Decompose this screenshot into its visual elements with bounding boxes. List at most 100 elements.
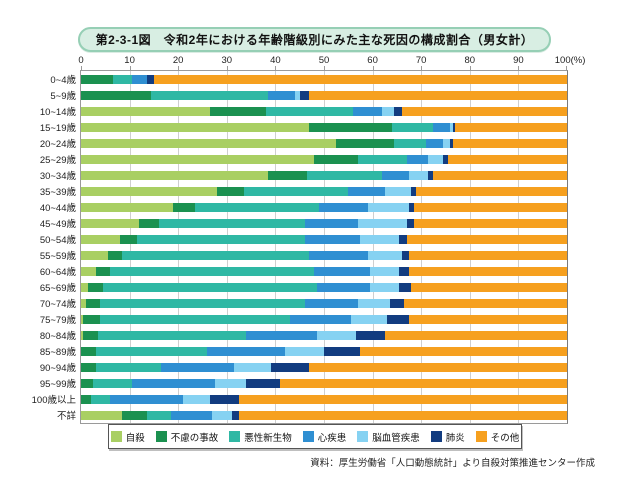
- axis-tick: [566, 66, 567, 71]
- x-tick-label: 10: [124, 55, 135, 66]
- bar-segment: [90, 394, 111, 404]
- x-tick-label: 70: [415, 55, 427, 66]
- bar-segment: [195, 202, 320, 212]
- axis-tick: [518, 66, 520, 71]
- gridline: [469, 71, 471, 423]
- x-tick-label: 50: [318, 55, 330, 66]
- bar-segment: [455, 122, 567, 132]
- x-tick-label: 100(%): [554, 55, 586, 66]
- bar-row: [81, 186, 567, 196]
- legend: 自殺 不慮の事故 悪性新生物 心疾患 脳血管疾患 肺炎 その他: [108, 424, 522, 449]
- bar-segment: [409, 170, 429, 180]
- axis-tick: [129, 66, 131, 71]
- bar-segment: [158, 218, 305, 228]
- row-label: 95~99歳: [39, 379, 76, 390]
- bar-segment: [299, 90, 310, 100]
- row-label: 不詳: [56, 411, 76, 422]
- bar-row: [81, 298, 567, 308]
- x-tick-label: 80: [464, 55, 476, 66]
- legend-swatch-icon: [110, 431, 122, 442]
- bar-segment: [268, 90, 295, 100]
- bar-segment: [132, 74, 147, 84]
- bar-segment: [246, 330, 317, 340]
- bar-segment: [81, 378, 94, 388]
- row-label: 85~89歳: [39, 347, 76, 358]
- bar-segment: [314, 154, 358, 164]
- bar-segment: [207, 346, 286, 356]
- bar-segment: [355, 330, 385, 340]
- bar-segment: [413, 202, 567, 212]
- legend-label: 心疾患: [317, 432, 347, 444]
- bar-row: [81, 362, 567, 372]
- legend-item: 不慮の事故: [155, 430, 218, 444]
- bar-segment: [285, 346, 324, 356]
- axis-tick: [178, 66, 180, 71]
- bar-segment: [401, 106, 567, 116]
- gridline: [129, 71, 131, 423]
- bar-segment: [358, 154, 407, 164]
- bar-segment: [132, 378, 215, 388]
- bar-segment: [81, 282, 89, 292]
- bar-segment: [146, 74, 154, 84]
- bar-segment: [81, 362, 96, 372]
- legend-item: 自殺: [110, 430, 145, 444]
- row-label: 45~49歳: [39, 219, 76, 230]
- bar-segment: [360, 234, 400, 244]
- gridline: [178, 71, 180, 423]
- bar-segment: [81, 186, 218, 196]
- bar-segment: [452, 138, 567, 148]
- bar-segment: [411, 282, 567, 292]
- bar-segment: [107, 250, 123, 260]
- bar-segment: [450, 122, 453, 132]
- bar-segment: [146, 410, 171, 420]
- bar-row: [81, 282, 567, 292]
- bar-segment: [399, 282, 412, 292]
- bar-segment: [280, 378, 567, 388]
- bar-segment: [316, 282, 371, 292]
- bar-segment: [214, 378, 247, 388]
- plot-area: [80, 66, 568, 424]
- legend-swatch-icon: [155, 431, 167, 442]
- legend-label: 脳血管疾患: [372, 432, 420, 444]
- bar-segment: [319, 202, 368, 212]
- bar-segment: [161, 362, 235, 372]
- bar-segment: [110, 266, 315, 276]
- bar-segment: [289, 314, 351, 324]
- bar-segment: [151, 90, 269, 100]
- bar-row: [81, 394, 567, 404]
- bar-segment: [409, 314, 567, 324]
- bar-segment: [81, 218, 140, 228]
- bar-segment: [81, 250, 108, 260]
- bar-segment: [81, 202, 174, 212]
- bar-segment: [367, 202, 409, 212]
- bar-segment: [112, 74, 133, 84]
- bar-segment: [83, 330, 98, 340]
- bar-segment: [81, 410, 123, 420]
- bar-segment: [416, 186, 567, 196]
- row-label: 0~4歳: [50, 75, 76, 86]
- row-label: 50~54歳: [39, 235, 76, 246]
- row-label: 65~69歳: [39, 283, 76, 294]
- bar-row: [81, 202, 567, 212]
- legend-label: その他: [490, 432, 520, 444]
- bar-segment: [100, 314, 290, 324]
- bar-segment: [81, 122, 310, 132]
- bar-row: [81, 74, 567, 84]
- bar-segment: [153, 74, 567, 84]
- bar-segment: [399, 234, 407, 244]
- bar-row: [81, 170, 567, 180]
- bar-segment: [384, 330, 567, 340]
- bar-row: [81, 122, 567, 132]
- bar-segment: [102, 282, 317, 292]
- bar-segment: [360, 346, 567, 356]
- bar-segment: [426, 138, 444, 148]
- bar-segment: [81, 314, 84, 324]
- source-note: 資料：厚生労働省「人口動態統計」より自殺対策推進センター作成: [310, 458, 595, 469]
- axis-tick: [226, 66, 228, 71]
- bar-segment: [401, 250, 410, 260]
- axis-tick: [372, 66, 374, 71]
- bar-segment: [209, 106, 266, 116]
- bar-segment: [238, 410, 567, 420]
- row-label: 55~59歳: [39, 251, 76, 262]
- bar-segment: [316, 330, 356, 340]
